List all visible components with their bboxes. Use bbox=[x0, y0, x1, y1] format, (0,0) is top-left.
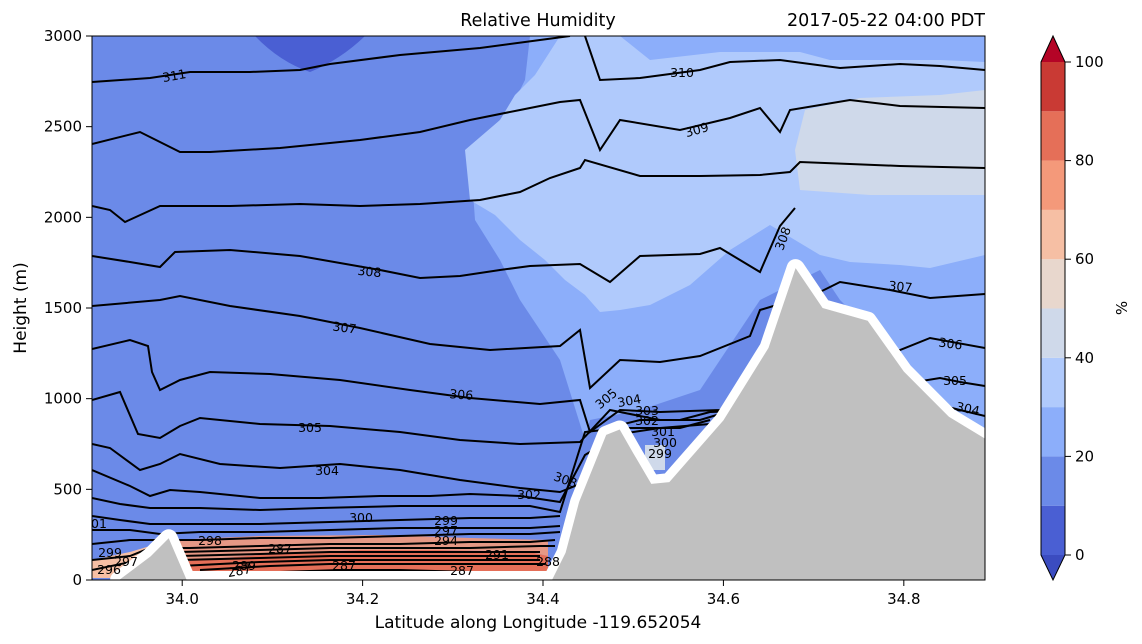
contour-label: 300 bbox=[349, 510, 373, 525]
rh-fill-40-50 bbox=[795, 90, 985, 195]
colorbar-tick-label: 60 bbox=[1075, 250, 1094, 268]
colorbar-tick-label: 20 bbox=[1075, 447, 1094, 465]
y-tick-label: 1000 bbox=[44, 390, 82, 408]
contour-label: 304 bbox=[955, 399, 982, 419]
contour-label: 302 bbox=[635, 413, 659, 428]
contour-label: 301 bbox=[651, 424, 675, 439]
colorbar-segment bbox=[1041, 209, 1065, 260]
contour-311 bbox=[92, 36, 571, 83]
contour-300 bbox=[92, 525, 561, 536]
contour-label: 307 bbox=[332, 318, 358, 336]
rh-fill-0-10 bbox=[255, 36, 365, 72]
contour-label: 306 bbox=[938, 334, 964, 352]
contour-label: 310 bbox=[670, 65, 694, 80]
contour-label: 299 bbox=[648, 446, 672, 461]
contour-308b bbox=[92, 207, 796, 284]
contour-label: 304 bbox=[616, 391, 642, 410]
contour-label: 307 bbox=[888, 278, 913, 295]
contour-288 bbox=[199, 563, 545, 571]
colorbar-segment bbox=[1041, 456, 1065, 506]
contour-label: 305 bbox=[943, 373, 967, 388]
colorbar-segment bbox=[1041, 259, 1065, 309]
contour-308a bbox=[92, 158, 985, 224]
theta-contours bbox=[92, 36, 985, 579]
contour-label: 297 bbox=[114, 554, 138, 569]
contour-label: 303 bbox=[635, 403, 659, 418]
contour-label: 296 bbox=[97, 562, 121, 577]
y-axis-label: Height (m) bbox=[11, 262, 31, 353]
contour-label: 288 bbox=[536, 554, 560, 569]
x-axis-label: Latitude along Longitude -119.652054 bbox=[375, 613, 702, 633]
contour-label: 299 bbox=[434, 513, 458, 528]
contour-label: 289 bbox=[232, 558, 256, 573]
colorbar-tick-label: 40 bbox=[1075, 349, 1094, 367]
contour-label: 287 bbox=[226, 561, 252, 580]
rh-fill-patch bbox=[645, 445, 665, 470]
terrain-layer bbox=[110, 259, 985, 580]
contour-label: 298 bbox=[198, 533, 222, 548]
contour-label: 308 bbox=[357, 263, 382, 280]
colorbar-tick-label: 0 bbox=[1075, 546, 1085, 564]
contour-label: 302 bbox=[517, 487, 541, 502]
colorbar-extend-high bbox=[1041, 36, 1065, 62]
contour-label: 287 bbox=[450, 563, 474, 578]
contour-307 bbox=[92, 280, 985, 390]
x-tick-label: 34.4 bbox=[526, 590, 559, 608]
contour-310 bbox=[584, 36, 985, 82]
colorbar-segment bbox=[1041, 357, 1065, 408]
chart-timestamp: 2017-05-22 04:00 PDT bbox=[787, 11, 985, 31]
colorbar-segment bbox=[1041, 111, 1065, 161]
colorbar-extend-low bbox=[1041, 555, 1065, 580]
y-tick-label: 0 bbox=[72, 571, 82, 589]
contour-298 bbox=[92, 539, 556, 561]
contour-labels: 311 310 309 308 308 307 307 306 306 305 … bbox=[83, 65, 982, 580]
colorbar-segment bbox=[1041, 505, 1065, 555]
contour-304 bbox=[92, 403, 985, 494]
contour-291 bbox=[179, 555, 540, 561]
contour-label: 294 bbox=[434, 533, 458, 548]
colorbar-tick-label: 100 bbox=[1075, 53, 1104, 71]
contour-label: 297 bbox=[434, 523, 458, 538]
colorbar-segment bbox=[1041, 308, 1065, 358]
x-tick-label: 34.8 bbox=[887, 590, 920, 608]
contour-309 bbox=[92, 98, 985, 153]
y-axis: 0 500 1000 1500 2000 2500 3000 bbox=[44, 27, 92, 589]
chart-title: Relative Humidity bbox=[460, 11, 615, 31]
y-tick-label: 1500 bbox=[44, 299, 82, 317]
y-tick-label: 500 bbox=[53, 480, 82, 498]
contour-label: 305 bbox=[298, 420, 322, 435]
colorbar-segment bbox=[1041, 160, 1065, 210]
contour-label: 306 bbox=[449, 386, 474, 403]
contour-label: 287 bbox=[268, 541, 292, 556]
x-axis: 34.0 34.2 34.4 34.6 34.8 bbox=[165, 580, 921, 608]
colorbar-tick-label: 80 bbox=[1075, 152, 1094, 170]
contour-label: 299 bbox=[98, 545, 122, 560]
colorbar-segment bbox=[1041, 407, 1065, 457]
x-tick-label: 34.0 bbox=[165, 590, 198, 608]
contour-label: 291 bbox=[485, 547, 509, 562]
y-tick-label: 2500 bbox=[44, 118, 82, 136]
contour-label: 301 bbox=[83, 516, 107, 531]
contour-label: 300 bbox=[653, 435, 677, 450]
contour-label: 287 bbox=[332, 558, 356, 573]
contour-label: 304 bbox=[315, 463, 339, 478]
y-tick-label: 3000 bbox=[44, 27, 82, 45]
contour-301 bbox=[92, 515, 561, 525]
x-tick-label: 34.2 bbox=[346, 590, 379, 608]
terrain-fill bbox=[119, 268, 985, 580]
colorbar-segment bbox=[1041, 62, 1065, 112]
y-tick-label: 2000 bbox=[44, 208, 82, 226]
colorbar-label: % bbox=[1113, 301, 1131, 315]
contour-289 bbox=[179, 559, 540, 567]
plot-area: 311 310 309 308 308 307 307 306 306 305 … bbox=[83, 36, 985, 580]
contour-label: 311 bbox=[161, 66, 187, 85]
contour-label: 309 bbox=[683, 119, 710, 140]
contour-299 bbox=[92, 531, 561, 545]
contour-294 bbox=[179, 551, 540, 557]
x-tick-label: 34.6 bbox=[707, 590, 740, 608]
colorbar: 0 20 40 60 80 100 bbox=[1040, 34, 1104, 582]
